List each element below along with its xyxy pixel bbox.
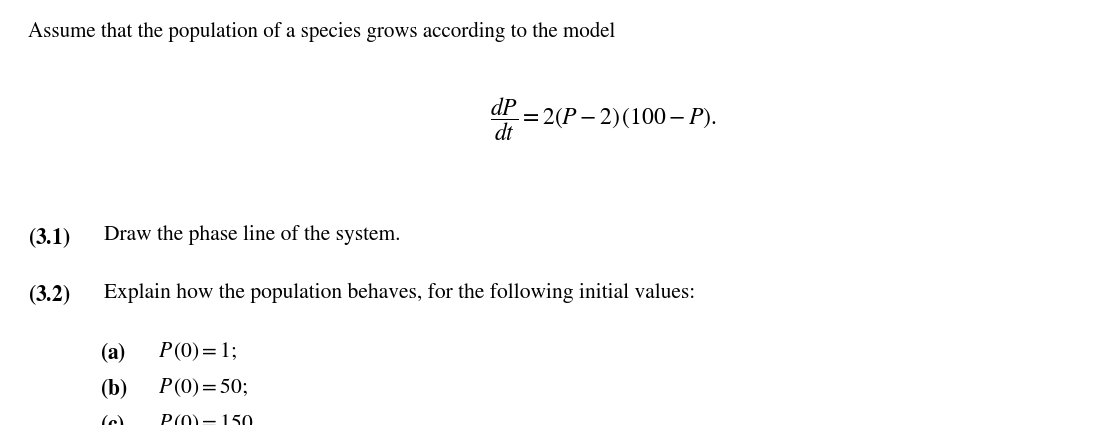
Text: $\dfrac{dP}{dt} = 2(P - 2)\,(100 - P).$: $\dfrac{dP}{dt} = 2(P - 2)\,(100 - P).$ — [490, 95, 717, 143]
Text: Explain how the population behaves, for the following initial values:: Explain how the population behaves, for … — [104, 283, 695, 303]
Text: $P\,(0) = 50;$: $P\,(0) = 50;$ — [158, 376, 248, 399]
Text: $\mathbf{(a)}$: $\mathbf{(a)}$ — [100, 340, 126, 365]
Text: Draw the phase line of the system.: Draw the phase line of the system. — [104, 225, 400, 245]
Text: $\mathbf{(c)}$: $\mathbf{(c)}$ — [100, 412, 125, 425]
Text: $\mathbf{(3.2)}$: $\mathbf{(3.2)}$ — [28, 283, 70, 307]
Text: $P\,(0) = 150.$: $P\,(0) = 150.$ — [158, 412, 258, 425]
Text: $\mathbf{(3.1)}$: $\mathbf{(3.1)}$ — [28, 225, 70, 250]
Text: Assume that the population of a species grows according to the model: Assume that the population of a species … — [28, 21, 615, 42]
Text: $P\,(0) = 1;$: $P\,(0) = 1;$ — [158, 340, 237, 363]
Text: $\mathbf{(b)}$: $\mathbf{(b)}$ — [100, 376, 128, 401]
